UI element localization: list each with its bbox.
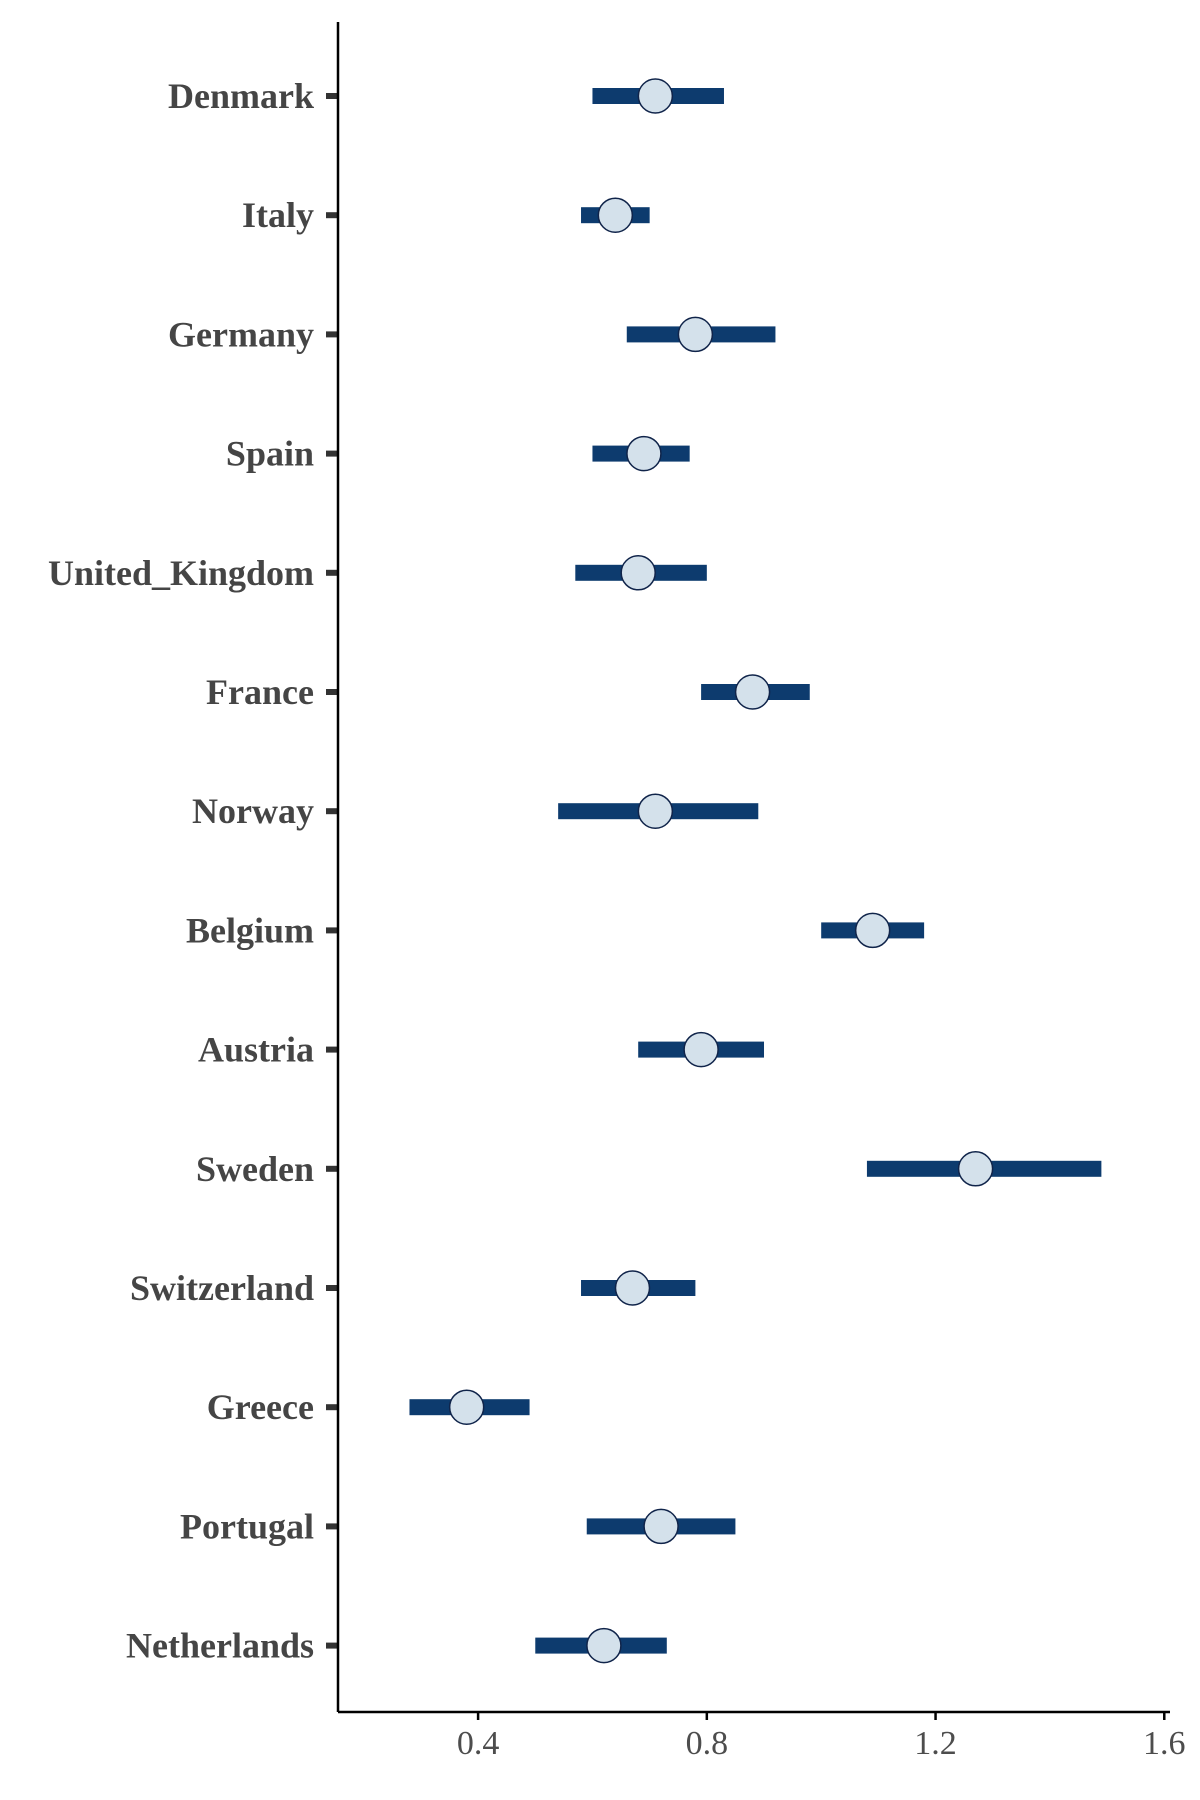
point-austria [683, 1031, 719, 1068]
confidence-intervals [409, 88, 1102, 1654]
point-switzerland [614, 1270, 651, 1306]
y-label-italy: Italy [242, 195, 314, 235]
y-axis-ticks [326, 93, 338, 1649]
y-label-spain: Spain [226, 434, 314, 474]
y-label-greece: Greece [207, 1387, 314, 1427]
point-france [734, 674, 771, 710]
x-tick-label-3: 1.6 [1143, 1725, 1186, 1762]
x-tick-label-0: 0.4 [457, 1725, 500, 1762]
x-tick-label-1: 0.8 [686, 1725, 729, 1762]
point-spain [626, 435, 662, 472]
point-estimates [448, 78, 994, 1664]
y-label-netherlands: Netherlands [126, 1626, 314, 1666]
point-netherlands [586, 1627, 622, 1664]
y-label-france: France [206, 672, 314, 712]
point-sweden [957, 1151, 994, 1187]
y-label-norway: Norway [192, 791, 314, 831]
y-label-belgium: Belgium [186, 910, 314, 950]
y-label-united-kingdom: United_Kingdom [48, 553, 314, 593]
point-belgium [854, 912, 891, 949]
y-label-austria: Austria [198, 1030, 314, 1070]
y-label-denmark: Denmark [168, 76, 314, 116]
point-denmark [637, 78, 674, 114]
y-label-switzerland: Switzerland [130, 1268, 314, 1308]
y-label-germany: Germany [168, 314, 314, 354]
y-label-sweden: Sweden [196, 1149, 314, 1189]
point-germany [677, 316, 714, 353]
point-united-kingdom [620, 555, 656, 591]
point-italy [597, 197, 634, 233]
point-norway [637, 793, 674, 829]
point-greece [448, 1389, 485, 1425]
point-portugal [643, 1508, 679, 1545]
y-label-portugal: Portugal [180, 1506, 314, 1546]
y-axis-labels: Denmark Italy Germany Spain United_Kingdom Fr… [48, 76, 314, 1666]
x-axis-ticks: 0.4 0.8 1.2 1.6 [457, 1712, 1186, 1762]
x-tick-label-2: 1.2 [914, 1725, 957, 1762]
